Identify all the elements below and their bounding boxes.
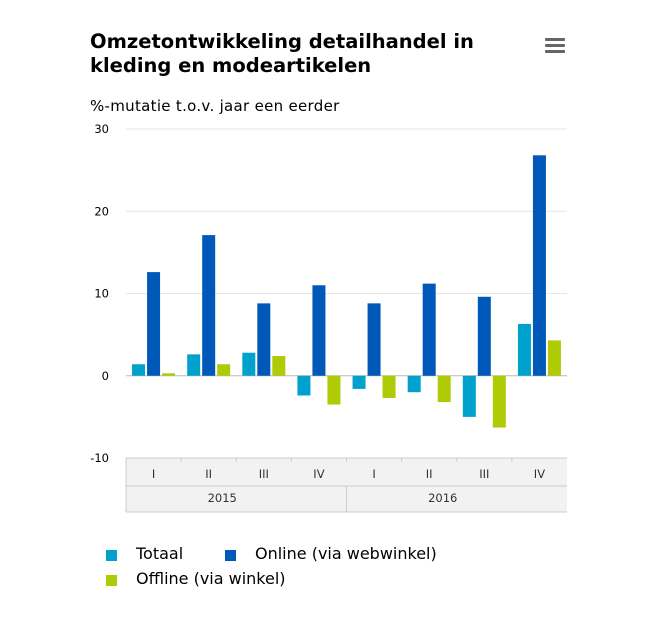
bar [187,354,201,376]
bar [382,375,396,398]
legend-swatch-totaal [106,550,117,561]
x-tick-label: I [372,467,375,481]
bar [462,375,476,417]
bar [422,283,436,376]
x-tick-label: IV [534,467,545,481]
bar [477,296,491,376]
bar [327,375,341,405]
bar [202,235,216,376]
bar [437,375,451,403]
y-tick-label: -10 [90,451,109,465]
bar [367,303,381,376]
legend-label-offline: Offline (via winkel) [136,569,286,588]
legend-label-online: Online (via webwinkel) [255,544,437,563]
bar [407,375,421,393]
x-tick-label: II [426,467,433,481]
x-group-label: 2015 [208,491,237,505]
y-tick-label: 30 [94,122,109,136]
x-group-label: 2016 [428,491,457,505]
y-tick-label: 10 [94,287,109,301]
bar [242,352,256,376]
x-tick-label: IV [313,467,324,481]
x-tick-label: II [205,467,212,481]
bar [547,340,561,376]
y-tick-label: 0 [102,369,109,383]
bar [532,155,546,376]
y-tick-label: 20 [94,204,109,218]
bar [272,356,286,376]
hamburger-menu-icon[interactable] [543,34,567,56]
legend-swatch-offline [106,575,117,586]
y-axis-label: %-mutatie t.o.v. jaar een eerder [90,97,340,115]
bar [217,364,231,376]
chart-title: Omzetontwikkeling detailhandel in kledin… [90,30,474,77]
x-tick-label: III [259,467,269,481]
bar [147,272,161,376]
bar [517,323,531,376]
bar [297,375,311,396]
legend-swatch-online [225,550,236,561]
bar [132,364,146,376]
legend-label-totaal: Totaal [136,544,184,563]
bar [492,375,506,428]
x-tick-label: III [479,467,489,481]
bar [352,375,366,389]
bar [162,373,176,376]
bar [257,303,271,376]
bar [312,285,326,376]
x-tick-label: I [152,467,155,481]
